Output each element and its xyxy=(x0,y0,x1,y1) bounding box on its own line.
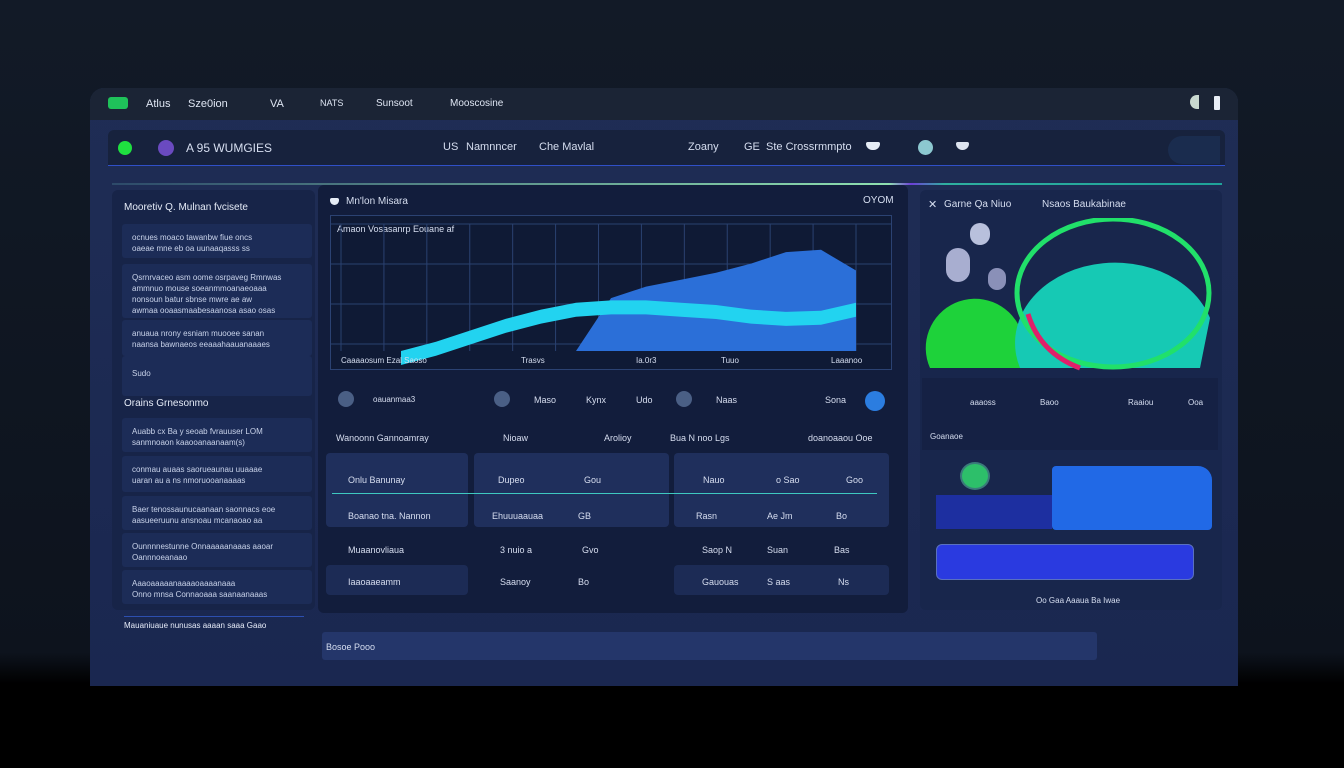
ring xyxy=(1014,218,1212,370)
panel-title: Mooretiv Q. Mulnan fvcisete xyxy=(124,202,248,213)
chart-plot xyxy=(331,223,891,365)
column-header[interactable]: doanoaaou Ooe xyxy=(808,433,873,443)
info-icon[interactable] xyxy=(1214,96,1220,110)
globe-icon[interactable] xyxy=(918,140,933,155)
menu-item[interactable]: Sunsoot xyxy=(376,98,413,109)
blue-bar[interactable] xyxy=(1052,466,1212,530)
toolbar-label[interactable]: Naas xyxy=(716,395,738,405)
menu-item[interactable]: NATS xyxy=(320,98,344,108)
footer-text: Oo Gaa Aaaua Ba Iwae xyxy=(1036,596,1121,605)
heart-icon xyxy=(330,198,339,205)
magenta-slice xyxy=(1025,313,1081,371)
app-logo-icon xyxy=(108,97,128,109)
list-item[interactable]: Aaaoaaaaanaaaaoaaaanaaa Onno mnsa Connaoa… xyxy=(122,570,312,604)
section-title: Orains Grnesonmo xyxy=(124,398,209,409)
x-tick-label: Caaaaosum Ezal Saoso xyxy=(341,356,427,365)
table-row[interactable]: Boanao tna. Nannon Ehuuuaauaa GB Rasn Ae Jm B… xyxy=(348,511,848,521)
column-header[interactable]: Bua N noo Lgs xyxy=(670,433,730,443)
toolbar-label[interactable]: Udo xyxy=(636,395,653,405)
toolbar-label[interactable]: Kynx xyxy=(586,395,607,405)
table-cell-group xyxy=(474,453,669,527)
table-row[interactable]: Muaanovliaua 3 nuio a Gvo Saop N Suan Bas xyxy=(348,545,850,555)
pin-icon[interactable] xyxy=(338,391,354,407)
header-link[interactable]: Che Mavlal xyxy=(539,141,595,153)
left-panel: Mooretiv Q. Mulnan fvcisete ocnues moaco… xyxy=(112,190,315,630)
area-chart: Amaon Vosasanrp Eouane af Caaaaosum Ezal… xyxy=(330,215,892,370)
toolbar-label[interactable]: oauanmaa3 xyxy=(373,395,416,404)
bubble-icon xyxy=(970,223,990,245)
x-tick-label: Tuuo xyxy=(721,356,739,365)
menu-item[interactable]: Sze0ion xyxy=(188,98,228,110)
table-cell-group xyxy=(326,565,468,595)
globe-icon[interactable] xyxy=(865,391,885,411)
list-item[interactable]: Sudo xyxy=(122,356,312,396)
header-bar: A 95 WUMGIES US Namnncer Che Mavlal Zoan… xyxy=(108,130,1225,166)
right-panel: ✕ Garne Qa Niuo Nsaos Baukabinae aaaoss … xyxy=(920,190,1222,610)
close-icon[interactable]: ✕ xyxy=(928,199,938,211)
status-dot-icon xyxy=(118,141,132,155)
series-area-0 xyxy=(401,300,856,365)
teal-slice xyxy=(1015,262,1210,368)
header-link[interactable]: GE xyxy=(744,141,760,153)
panel-title: Mn'lon Misara xyxy=(346,196,408,207)
bottom-bar[interactable]: Bosoe Pooo xyxy=(322,632,1097,660)
panel-title: Garne Qa Niuo xyxy=(944,199,1012,210)
table-row[interactable]: Iaaoaaeamm Saanoy Bo Gauouas S aas Ns xyxy=(348,577,849,587)
center-panel: Mn'lon Misara OYOM Amaon Vosasanrp Eouan… xyxy=(318,185,908,613)
progress-line xyxy=(112,183,1222,185)
toolbar-label[interactable]: Maso xyxy=(534,395,557,405)
chart-title: Amaon Vosasanrp Eouane af xyxy=(337,224,455,234)
bubble-icon xyxy=(946,248,970,282)
list-item[interactable]: conmau auaas saorueaunau uuaaae uaran au … xyxy=(122,456,312,492)
column-header[interactable]: Arolioy xyxy=(604,433,632,443)
heart-icon[interactable] xyxy=(956,142,969,150)
list-item[interactable]: Qsrnrvaceo asm oome osrpaveg Rmnwas ammnu… xyxy=(122,264,312,318)
bar-track xyxy=(936,495,1052,529)
x-tick-label: Ia.0r3 xyxy=(636,356,657,365)
column-header[interactable]: Nioaw xyxy=(503,433,529,443)
series-area-1 xyxy=(401,249,856,351)
range-label[interactable]: OYOM xyxy=(863,195,894,206)
list-item[interactable]: ocnues moaco tawanbw fiue oncs oaeae mne … xyxy=(122,224,312,258)
left-footer[interactable]: Mauaniuaue nunusas aaaan saaa Gaao xyxy=(124,616,304,630)
table-row[interactable]: Onlu Banunay Dupeo Gou Nauo o Sao Goo xyxy=(348,475,864,485)
header-link[interactable]: Ste Crossrmmpto xyxy=(766,141,852,153)
row-divider xyxy=(332,493,877,494)
column-header[interactable]: Wanoonn Gannoamray xyxy=(336,433,429,443)
slider-track[interactable] xyxy=(936,544,1194,580)
green-marker xyxy=(960,462,990,490)
header-link[interactable]: Zoany xyxy=(688,141,719,153)
x-tick-label: Laaanoo xyxy=(831,356,863,365)
app-window: Atlus Sze0ion VA NATS Sunsoot Mooscosine… xyxy=(90,88,1238,686)
menu-item[interactable]: Mooscosine xyxy=(450,98,504,109)
table-cell-group xyxy=(674,565,889,595)
menu-item[interactable]: VA xyxy=(270,98,284,110)
donut-chart xyxy=(925,218,1212,371)
menu-item[interactable]: Atlus xyxy=(146,98,171,110)
list-item[interactable]: Baer tenossaunucaanaan saonnacs eoe aasue… xyxy=(122,496,312,530)
x-tick-label: Trasvs xyxy=(521,356,545,365)
stats-row: aaaoss Baoo Raaiou Ooa Goanaoe xyxy=(922,378,1218,450)
green-slice xyxy=(925,298,1028,368)
title-bar: Atlus Sze0ion VA NATS Sunsoot Mooscosine xyxy=(90,88,1238,120)
table-cell-group xyxy=(326,453,468,527)
pin-icon[interactable] xyxy=(676,391,692,407)
header-link[interactable]: Namnncer xyxy=(466,141,517,153)
pin-icon[interactable] xyxy=(494,391,510,407)
moon-icon[interactable] xyxy=(1190,95,1199,109)
profile-button[interactable] xyxy=(1168,136,1220,164)
toolbar-label[interactable]: Sona xyxy=(825,395,847,405)
header-link[interactable]: US xyxy=(443,141,459,153)
cloud-icon[interactable] xyxy=(866,142,880,150)
list-item[interactable]: Auabb cx Ba y seoab fvrauuser LOM sanmnoa… xyxy=(122,418,312,452)
list-item[interactable]: anuaua nrony esniam muooee sanan naansa b… xyxy=(122,320,312,356)
avatar[interactable] xyxy=(158,140,174,156)
table-cell-group xyxy=(674,453,889,527)
bubble-icon xyxy=(988,268,1006,290)
list-item[interactable]: Ounnnnestunne Onnaaaaanaaas aaoar Oannnoe… xyxy=(122,533,312,567)
page-title: A 95 WUMGIES xyxy=(186,141,273,155)
panel-subtitle: Nsaos Baukabinae xyxy=(1042,199,1126,210)
